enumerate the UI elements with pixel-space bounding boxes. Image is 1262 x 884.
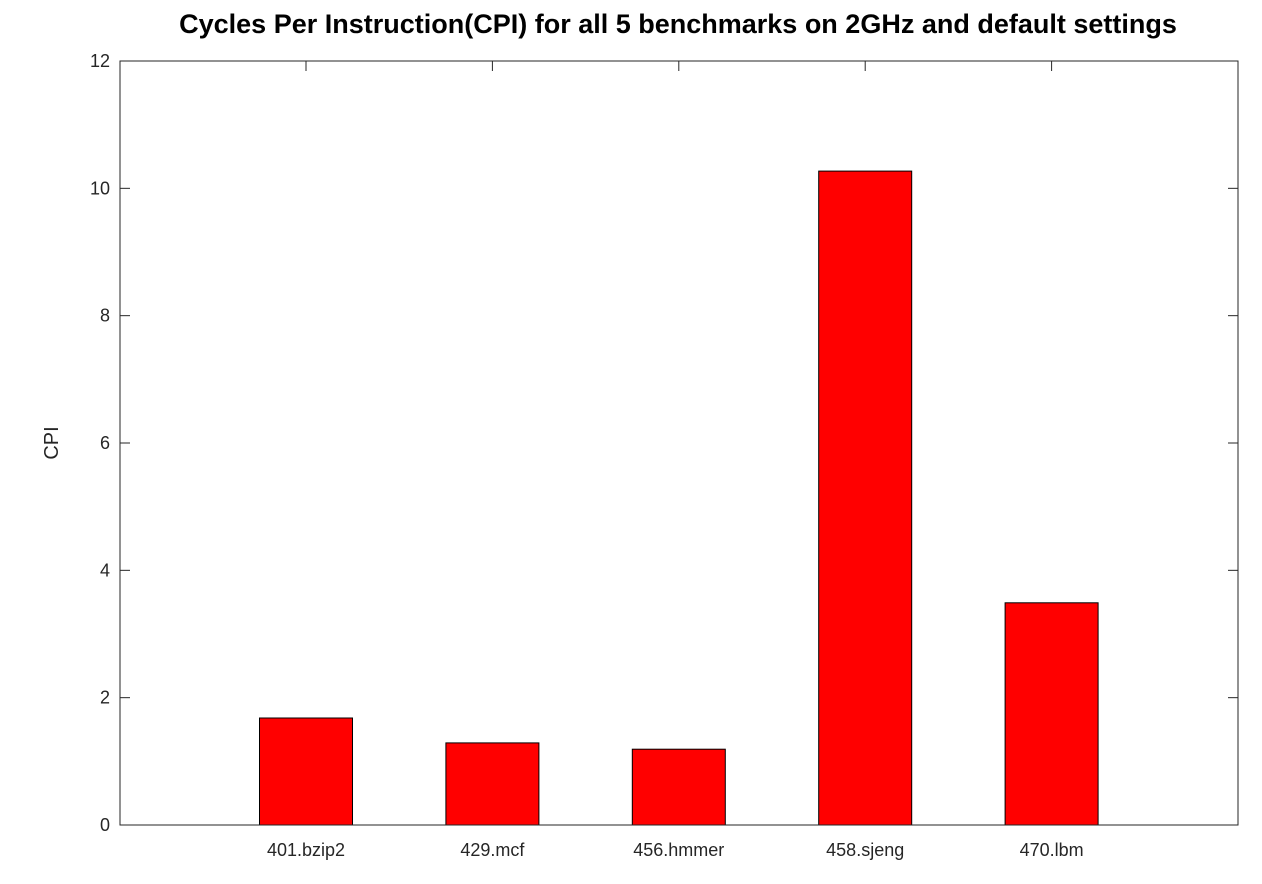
bars-layer xyxy=(259,170,1099,826)
x-tick-label: 456.hmmer xyxy=(633,840,724,860)
plot-frame xyxy=(119,60,1239,826)
x-tick-label: 458.sjeng xyxy=(826,840,904,860)
y-tick-label: 10 xyxy=(90,178,110,198)
y-tick-label: 0 xyxy=(100,815,110,835)
y-tick-label: 4 xyxy=(100,560,110,580)
x-tick-label: 429.mcf xyxy=(460,840,525,860)
bar-429.mcf xyxy=(445,742,540,826)
y-tick-label: 8 xyxy=(100,306,110,326)
y-axis-label: CPI xyxy=(41,426,63,459)
x-tick-label: 401.bzip2 xyxy=(267,840,345,860)
bar-401.bzip2 xyxy=(259,717,353,826)
x-tick-label: 470.lbm xyxy=(1020,840,1084,860)
bar-470.lbm xyxy=(1004,602,1099,826)
y-tick-label: 12 xyxy=(90,51,110,71)
chart-title: Cycles Per Instruction(CPI) for all 5 be… xyxy=(179,9,1177,39)
y-tick-label: 6 xyxy=(100,433,110,453)
bar-458.sjeng xyxy=(818,170,913,826)
ticks-layer: 401.bzip2 429.mcf 456.hmmer 458.sjeng 470.lb… xyxy=(90,51,1238,860)
bar-456.hmmer xyxy=(631,748,726,826)
y-tick-label: 2 xyxy=(100,688,110,708)
